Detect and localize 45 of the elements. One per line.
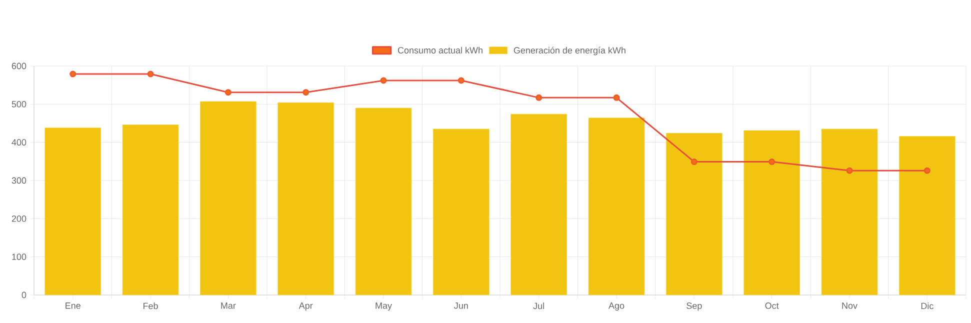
bar [899, 136, 956, 296]
bar [666, 132, 722, 296]
x-tick-label: Mar [221, 302, 236, 309]
bar [588, 118, 645, 296]
x-tick-label: Dic [921, 302, 934, 310]
point [690, 158, 698, 166]
point [536, 94, 542, 101]
x-tick-label: Nov [842, 302, 858, 309]
legend-label: Consumo actual kWh [398, 46, 482, 54]
x-tick-label: Sep [686, 302, 702, 311]
point [224, 89, 232, 96]
y-tick-label: 200 [12, 215, 26, 222]
bar [44, 128, 102, 296]
x-tick-label: Jun [454, 302, 468, 309]
bar [510, 114, 567, 296]
bar [821, 128, 878, 296]
y-tick-label: 100 [12, 254, 26, 260]
bar [200, 101, 256, 296]
bar [122, 124, 179, 296]
x-tick-label: Feb [144, 302, 158, 310]
x-tick-label: Ago [608, 302, 624, 311]
y-tick-label: 0 [22, 292, 26, 298]
y-tick-label: 300 [12, 177, 26, 184]
bar [744, 130, 800, 296]
x-tick-label: May [376, 302, 392, 311]
point [302, 89, 310, 96]
point [380, 77, 387, 84]
point [458, 77, 464, 84]
x-tick-label: Oct [765, 302, 779, 309]
point [768, 158, 776, 166]
point [846, 167, 853, 174]
bar [355, 108, 412, 296]
bar [278, 102, 334, 296]
x-tick-label: Ene [66, 302, 80, 309]
point [924, 167, 930, 174]
point [613, 94, 620, 101]
point [70, 70, 76, 78]
y-tick-label: 500 [12, 100, 26, 108]
y-tick-label: 400 [12, 139, 26, 146]
bar [433, 128, 490, 296]
x-tick-label: Jul [533, 302, 544, 310]
y-tick-label: 600 [12, 62, 26, 70]
point [147, 70, 154, 78]
legend-label: Generación de energía kWh [514, 46, 626, 56]
x-tick-label: Apr [298, 302, 313, 311]
